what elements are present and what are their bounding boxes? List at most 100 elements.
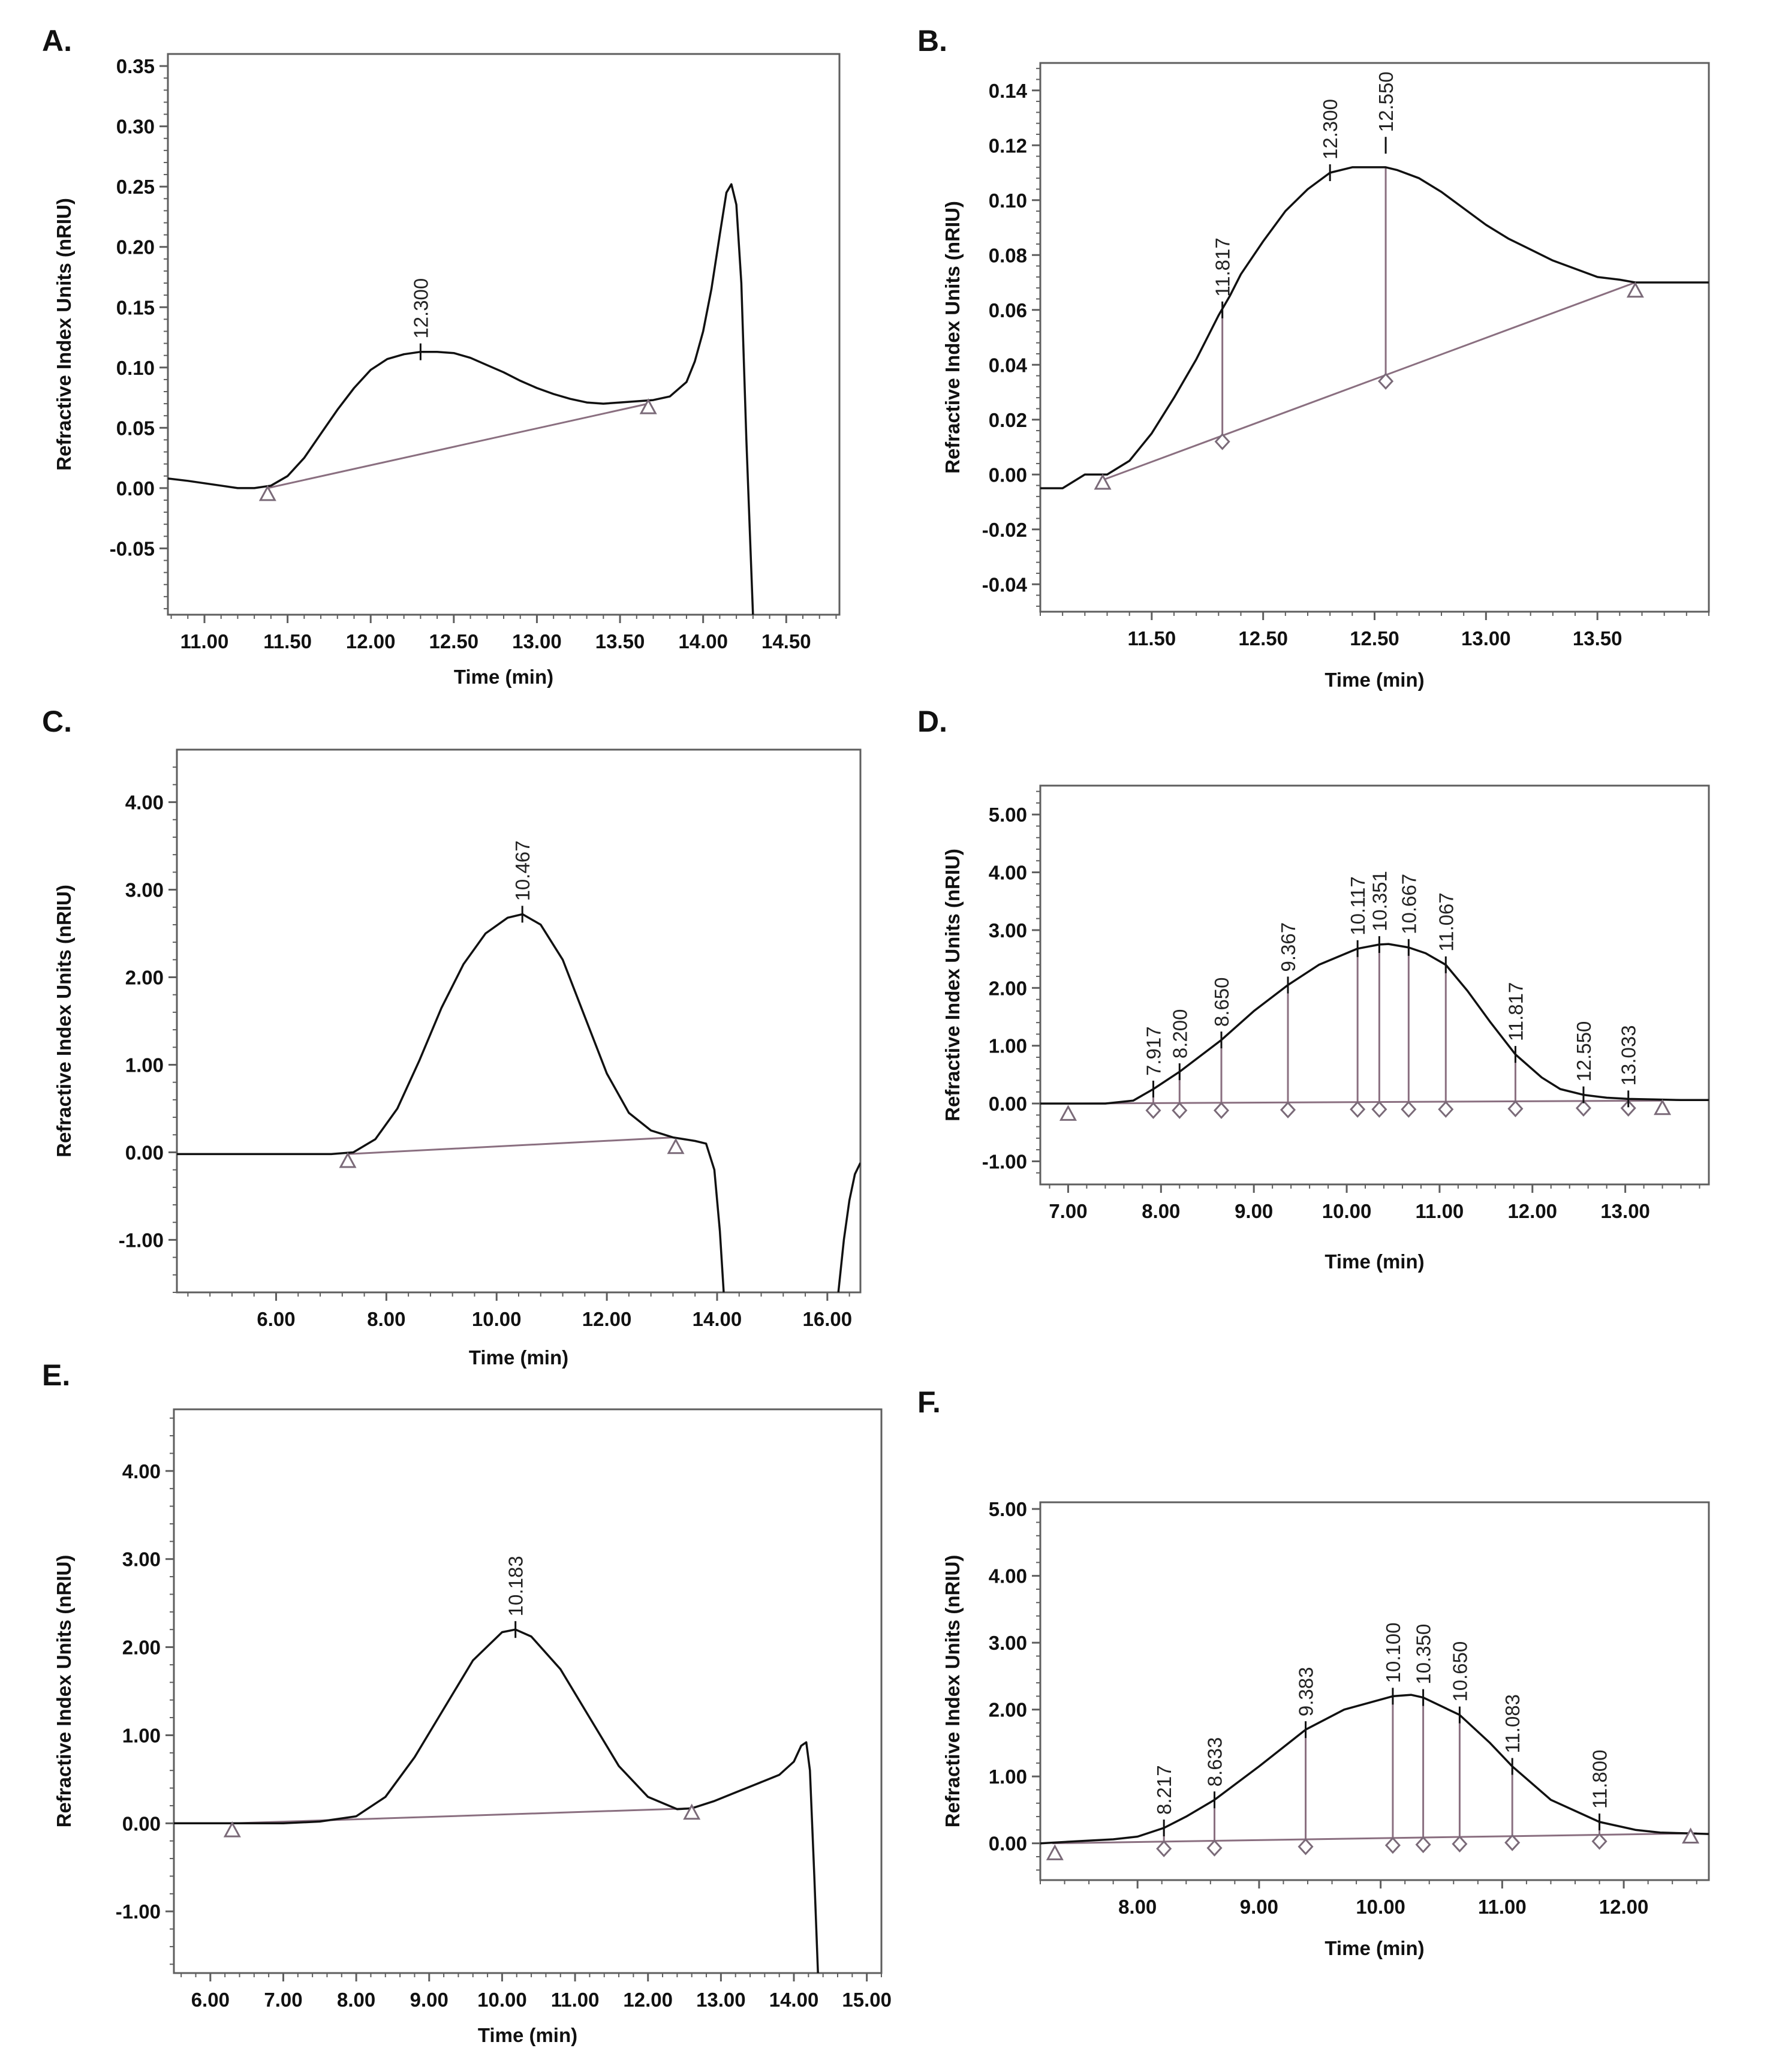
y-tick-label: 0.00	[122, 1812, 161, 1835]
baseline-diamond-marker	[1438, 1100, 1454, 1118]
y-tick-label: 1.00	[125, 1054, 164, 1076]
x-tick-label: 13.00	[1461, 627, 1511, 649]
peak-label: 12.300	[1319, 99, 1341, 160]
panel-e: E. 6.00 7.00 8.00 9.00 10.00 11.00 12.00 13.00 14…	[42, 1358, 892, 2046]
baseline-diamond-marker	[1206, 1839, 1223, 1857]
panel-letter: C.	[42, 705, 72, 738]
y-axis-label: Refractive Index Units (nRIU)	[53, 198, 75, 471]
baseline-diamond-marker	[1145, 1102, 1161, 1119]
baseline-triangle-marker	[1654, 1099, 1672, 1115]
baseline-diamond-marker	[1280, 1101, 1296, 1118]
x-tick-label: 12.00	[582, 1308, 632, 1330]
baseline-triangle-marker	[683, 1803, 701, 1820]
x-tick-label: 15.00	[842, 1989, 892, 2011]
panel-b: B. 11.50 12.50 12.50 13.00 13.50 -0.04 -0.02 0.0…	[917, 24, 1710, 691]
y-tick-label: 0.00	[116, 477, 155, 500]
x-tick-label: 8.00	[1118, 1896, 1157, 1918]
plot-frame	[1039, 784, 1710, 1186]
baseline-diamond-marker	[1384, 1836, 1401, 1854]
panel-letter: E.	[42, 1358, 70, 1392]
peak-label: 10.650	[1449, 1641, 1471, 1702]
x-tick-label: 13.00	[1600, 1200, 1650, 1222]
plot-area	[1040, 166, 1709, 490]
panel-c: C. 6.00 8.00 10.00 12.00 14.00 16.00 -1.00 0.00 1…	[42, 705, 862, 1369]
x-tick-label: 13.50	[595, 630, 645, 652]
x-tick-label: 11.00	[180, 630, 229, 652]
y-tick-label: -0.05	[110, 537, 155, 560]
baseline-line	[1068, 1099, 1663, 1105]
baseline-diamond-marker	[1575, 1099, 1591, 1117]
baseline-diamond-marker	[1504, 1834, 1521, 1851]
peak-label: 10.667	[1398, 874, 1420, 934]
y-tick-label: 3.00	[989, 1632, 1027, 1654]
peak-label: 7.917	[1142, 1026, 1164, 1076]
x-axis-label: Time (min)	[454, 666, 553, 688]
baseline-triangle-marker	[1059, 1105, 1077, 1121]
baseline-triangle-marker	[339, 1151, 357, 1168]
baseline-line	[1052, 1832, 1697, 1845]
x-tick-label: 13.00	[512, 630, 562, 652]
y-tick-label: 2.00	[989, 1699, 1027, 1721]
peak-label: 8.650	[1211, 977, 1233, 1027]
y-tick-label: 2.00	[989, 977, 1027, 999]
y-tick-label: 0.05	[116, 417, 155, 439]
x-tick-label: 13.00	[696, 1989, 746, 2011]
peak-label: 12.300	[410, 278, 432, 339]
peak-label: 8.633	[1204, 1737, 1226, 1787]
x-tick-label: 14.00	[693, 1308, 742, 1330]
x-tick-label: 12.50	[1238, 627, 1288, 649]
x-tick-label: 12.50	[429, 630, 479, 652]
y-tick-label: -1.00	[116, 1900, 161, 1923]
baseline-diamond-marker	[1591, 1833, 1608, 1850]
x-tick-label: 8.00	[337, 1989, 375, 2011]
baseline-triangle-marker	[1094, 473, 1112, 490]
y-tick-label: 0.10	[116, 357, 155, 379]
baseline-diamond-marker	[1298, 1838, 1314, 1856]
series-line	[1040, 1694, 1709, 1845]
x-tick-label: 6.00	[191, 1989, 230, 2011]
baseline-diamond-marker	[1620, 1099, 1636, 1117]
y-tick-label: 0.08	[989, 244, 1027, 266]
x-axis-label: Time (min)	[469, 1346, 568, 1369]
plot-frame	[1039, 1501, 1710, 1881]
y-tick-label: 0.02	[989, 409, 1027, 431]
y-tick-label: 0.25	[116, 176, 155, 198]
baseline-diamond-marker	[1214, 433, 1230, 450]
plot-area	[174, 1628, 819, 1973]
x-tick-label: 9.00	[1240, 1896, 1278, 1918]
baseline-diamond-marker	[1378, 372, 1394, 390]
x-tick-label: 10.00	[472, 1308, 522, 1330]
y-tick-label: 1.00	[989, 1035, 1027, 1057]
peak-label: 11.817	[1212, 237, 1234, 296]
y-tick-label: 0.30	[116, 116, 155, 138]
x-tick-label: 14.00	[769, 1989, 819, 2011]
y-tick-label: 4.00	[989, 1565, 1027, 1587]
peak-label: 9.383	[1295, 1667, 1317, 1717]
panel-letter: A.	[42, 24, 72, 58]
series-line	[168, 183, 754, 615]
peak-label: 10.467	[511, 840, 534, 901]
y-tick-label: 0.00	[989, 464, 1027, 486]
panel-a: A. 11.00 11.50 12.00 12.50 13.00 13.50 14.00 14.…	[42, 24, 841, 688]
x-tick-label: 9.00	[410, 1989, 448, 2011]
baseline-triangle-marker	[1046, 1844, 1064, 1860]
x-tick-label: 16.00	[803, 1308, 853, 1330]
x-axis-label: Time (min)	[1325, 1250, 1424, 1273]
y-tick-label: 0.14	[989, 80, 1028, 102]
x-tick-label: 12.00	[1507, 1200, 1557, 1222]
series-line	[837, 1162, 860, 1292]
panel-letter: B.	[917, 24, 947, 58]
x-tick-label: 9.00	[1235, 1200, 1273, 1222]
x-tick-label: 12.00	[623, 1989, 673, 2011]
y-tick-label: 5.00	[989, 804, 1027, 826]
peak-label: 10.350	[1413, 1624, 1435, 1685]
y-tick-label: 0.10	[989, 190, 1027, 212]
y-tick-label: 1.00	[122, 1724, 161, 1746]
peak-label: 10.117	[1347, 876, 1369, 935]
y-tick-label: 1.00	[989, 1766, 1027, 1788]
y-tick-label: 0.15	[116, 296, 155, 318]
y-tick-label: 0.35	[116, 55, 155, 77]
peak-label: 11.067	[1435, 892, 1457, 951]
y-tick-label: 0.04	[989, 354, 1028, 376]
